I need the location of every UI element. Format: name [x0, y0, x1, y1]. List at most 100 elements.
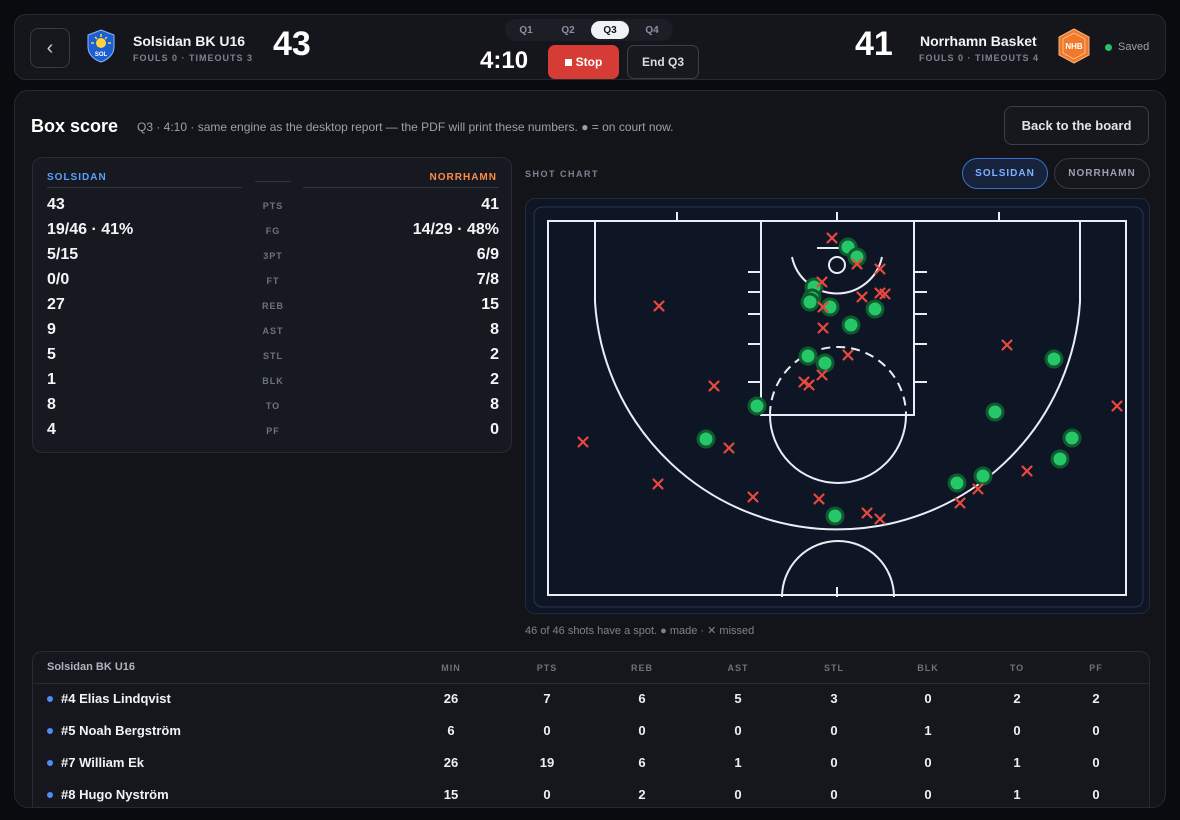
stop-label: Stop: [575, 55, 603, 69]
stat-cell-ast: 5: [734, 691, 742, 706]
table-team-name: Solsidan BK U16: [47, 661, 136, 673]
stat-cell-pf: 0: [1092, 787, 1100, 802]
quarter-tab-q2[interactable]: Q2: [561, 24, 575, 36]
made-shot-marker: [1044, 349, 1064, 369]
table-row[interactable]: #7 William Ek 26 19 6 1 0 0 1 0: [33, 748, 1149, 780]
column-header-stl[interactable]: STL: [824, 663, 844, 673]
missed-shot-marker: [851, 258, 863, 270]
court-svg: [533, 206, 1144, 608]
totals-row-to: 8 TO 8: [47, 396, 499, 421]
totals-stat-label: PTS: [262, 201, 284, 211]
totals-stat-label: FG: [265, 226, 281, 236]
quarter-tab-q1[interactable]: Q1: [519, 24, 533, 36]
saved-label: Saved: [1118, 41, 1150, 53]
totals-row-reb: 27 REB 15: [47, 296, 499, 321]
totals-stat-label: FT: [266, 276, 280, 286]
made-shot-marker: [747, 396, 767, 416]
missed-shot-marker: [842, 349, 854, 361]
stat-cell-to: 1: [1013, 755, 1021, 770]
stat-cell-to: 0: [1013, 723, 1021, 738]
shot-chart-label: SHOT CHART: [525, 169, 599, 179]
made-shot-marker: [985, 402, 1005, 422]
team-a-name: Solsidan BK U16: [133, 33, 246, 49]
totals-team-a-value: 4: [47, 421, 56, 438]
totals-team-a-label: SOLSIDAN: [47, 172, 107, 183]
missed-shot-marker: [653, 300, 665, 312]
made-shot-marker: [865, 299, 885, 319]
column-header-pts[interactable]: PTS: [536, 663, 558, 673]
player-stats-table: Solsidan BK U16 MIN PTS REB AST STL BLK TO PF #…: [32, 651, 1150, 807]
shot-chart-court[interactable]: [525, 198, 1150, 614]
column-header-to[interactable]: TO: [1009, 663, 1025, 673]
made-shot-marker: [841, 315, 861, 335]
player-name: #5 Noah Bergström: [61, 723, 181, 738]
stat-cell-pf: 0: [1092, 723, 1100, 738]
stat-cell-pf: 2: [1092, 691, 1100, 706]
free-throw-circle-dashed: [769, 346, 907, 416]
stat-cell-pts: 19: [539, 755, 555, 770]
stat-cell-pts: 7: [543, 691, 551, 706]
made-shot-marker: [1050, 449, 1070, 469]
player-name: #4 Elias Lindqvist: [61, 691, 171, 706]
totals-stat-label: AST: [262, 326, 284, 336]
made-shot-marker: [696, 429, 716, 449]
column-header-ast[interactable]: AST: [727, 663, 749, 673]
totals-team-a-value: 5/15: [47, 246, 79, 263]
totals-stat-label: 3PT: [263, 251, 283, 261]
missed-shot-marker: [708, 380, 720, 392]
totals-team-b-label: NORRHAMN: [429, 172, 497, 183]
column-header-pf[interactable]: PF: [1089, 663, 1103, 673]
table-row[interactable]: #4 Elias Lindqvist 26 7 6 5 3 0 2 2: [33, 684, 1149, 716]
stat-cell-blk: 1: [924, 723, 932, 738]
on-court-dot-icon: [47, 696, 53, 702]
column-header-min[interactable]: MIN: [441, 663, 461, 673]
stop-clock-button[interactable]: Stop: [548, 45, 619, 79]
column-header-reb[interactable]: REB: [630, 663, 653, 673]
totals-team-b-value: 2: [490, 371, 499, 388]
quarter-tab-q4[interactable]: Q4: [645, 24, 659, 36]
court-boundary: [547, 220, 1127, 596]
divider: [47, 187, 242, 188]
shot-chart-toggle-norrhamn[interactable]: NORRHAMN: [1054, 158, 1150, 189]
made-shot-marker: [947, 473, 967, 493]
missed-shot-marker: [879, 288, 891, 300]
totals-team-a-value: 9: [47, 321, 56, 338]
stat-cell-min: 26: [443, 755, 459, 770]
team-a-fouls-timeouts: FOULS 0 · TIMEOUTS 3: [133, 53, 254, 63]
totals-team-a-value: 27: [47, 296, 65, 313]
totals-team-b-value: 8: [490, 321, 499, 338]
column-header-blk[interactable]: BLK: [917, 663, 939, 673]
end-quarter-button[interactable]: End Q3: [627, 45, 699, 79]
stat-cell-reb: 6: [638, 755, 646, 770]
table-row[interactable]: #5 Noah Bergström 6 0 0 0 0 1 0 0: [33, 716, 1149, 748]
scoreboard-bar: ‹ SOL Solsidan BK U16 FOULS 0 · TIMEOUTS…: [14, 14, 1166, 80]
stat-cell-pf: 0: [1092, 755, 1100, 770]
table-row[interactable]: #8 Hugo Nyström 15 0 2 0 0 0 1 0: [33, 780, 1149, 807]
stat-cell-stl: 0: [830, 755, 838, 770]
shot-chart-toggle-solsidan[interactable]: SOLSIDAN: [962, 158, 1048, 189]
missed-shot-marker: [816, 276, 828, 288]
totals-row-pf: 4 PF 0: [47, 421, 499, 446]
totals-row-3pt: 5/15 3PT 6/9: [47, 246, 499, 271]
divider: [303, 187, 499, 188]
team-a-score: 43: [273, 25, 311, 63]
missed-shot-marker: [954, 497, 966, 509]
missed-shot-marker: [577, 436, 589, 448]
totals-team-a-value: 0/0: [47, 271, 70, 288]
totals-team-b-value: 14/29 · 48%: [412, 221, 499, 238]
svg-text:SOL: SOL: [95, 52, 108, 58]
back-button[interactable]: ‹: [30, 28, 70, 68]
back-to-board-button[interactable]: Back to the board: [1004, 106, 1149, 145]
made-shot-marker: [1062, 428, 1082, 448]
stat-cell-stl: 0: [830, 723, 838, 738]
totals-stat-label: PF: [266, 426, 280, 436]
table-header: Solsidan BK U16 MIN PTS REB AST STL BLK TO PF: [33, 652, 1149, 684]
missed-shot-marker: [652, 478, 664, 490]
on-court-dot-icon: [47, 760, 53, 766]
save-status: Saved: [1105, 41, 1149, 53]
quarter-tab-q3[interactable]: Q3: [591, 21, 629, 39]
totals-team-b-value: 0: [490, 421, 499, 438]
totals-row-pts: 43 PTS 41: [47, 196, 499, 221]
on-court-dot-icon: [47, 728, 53, 734]
made-shot-marker: [798, 346, 818, 366]
